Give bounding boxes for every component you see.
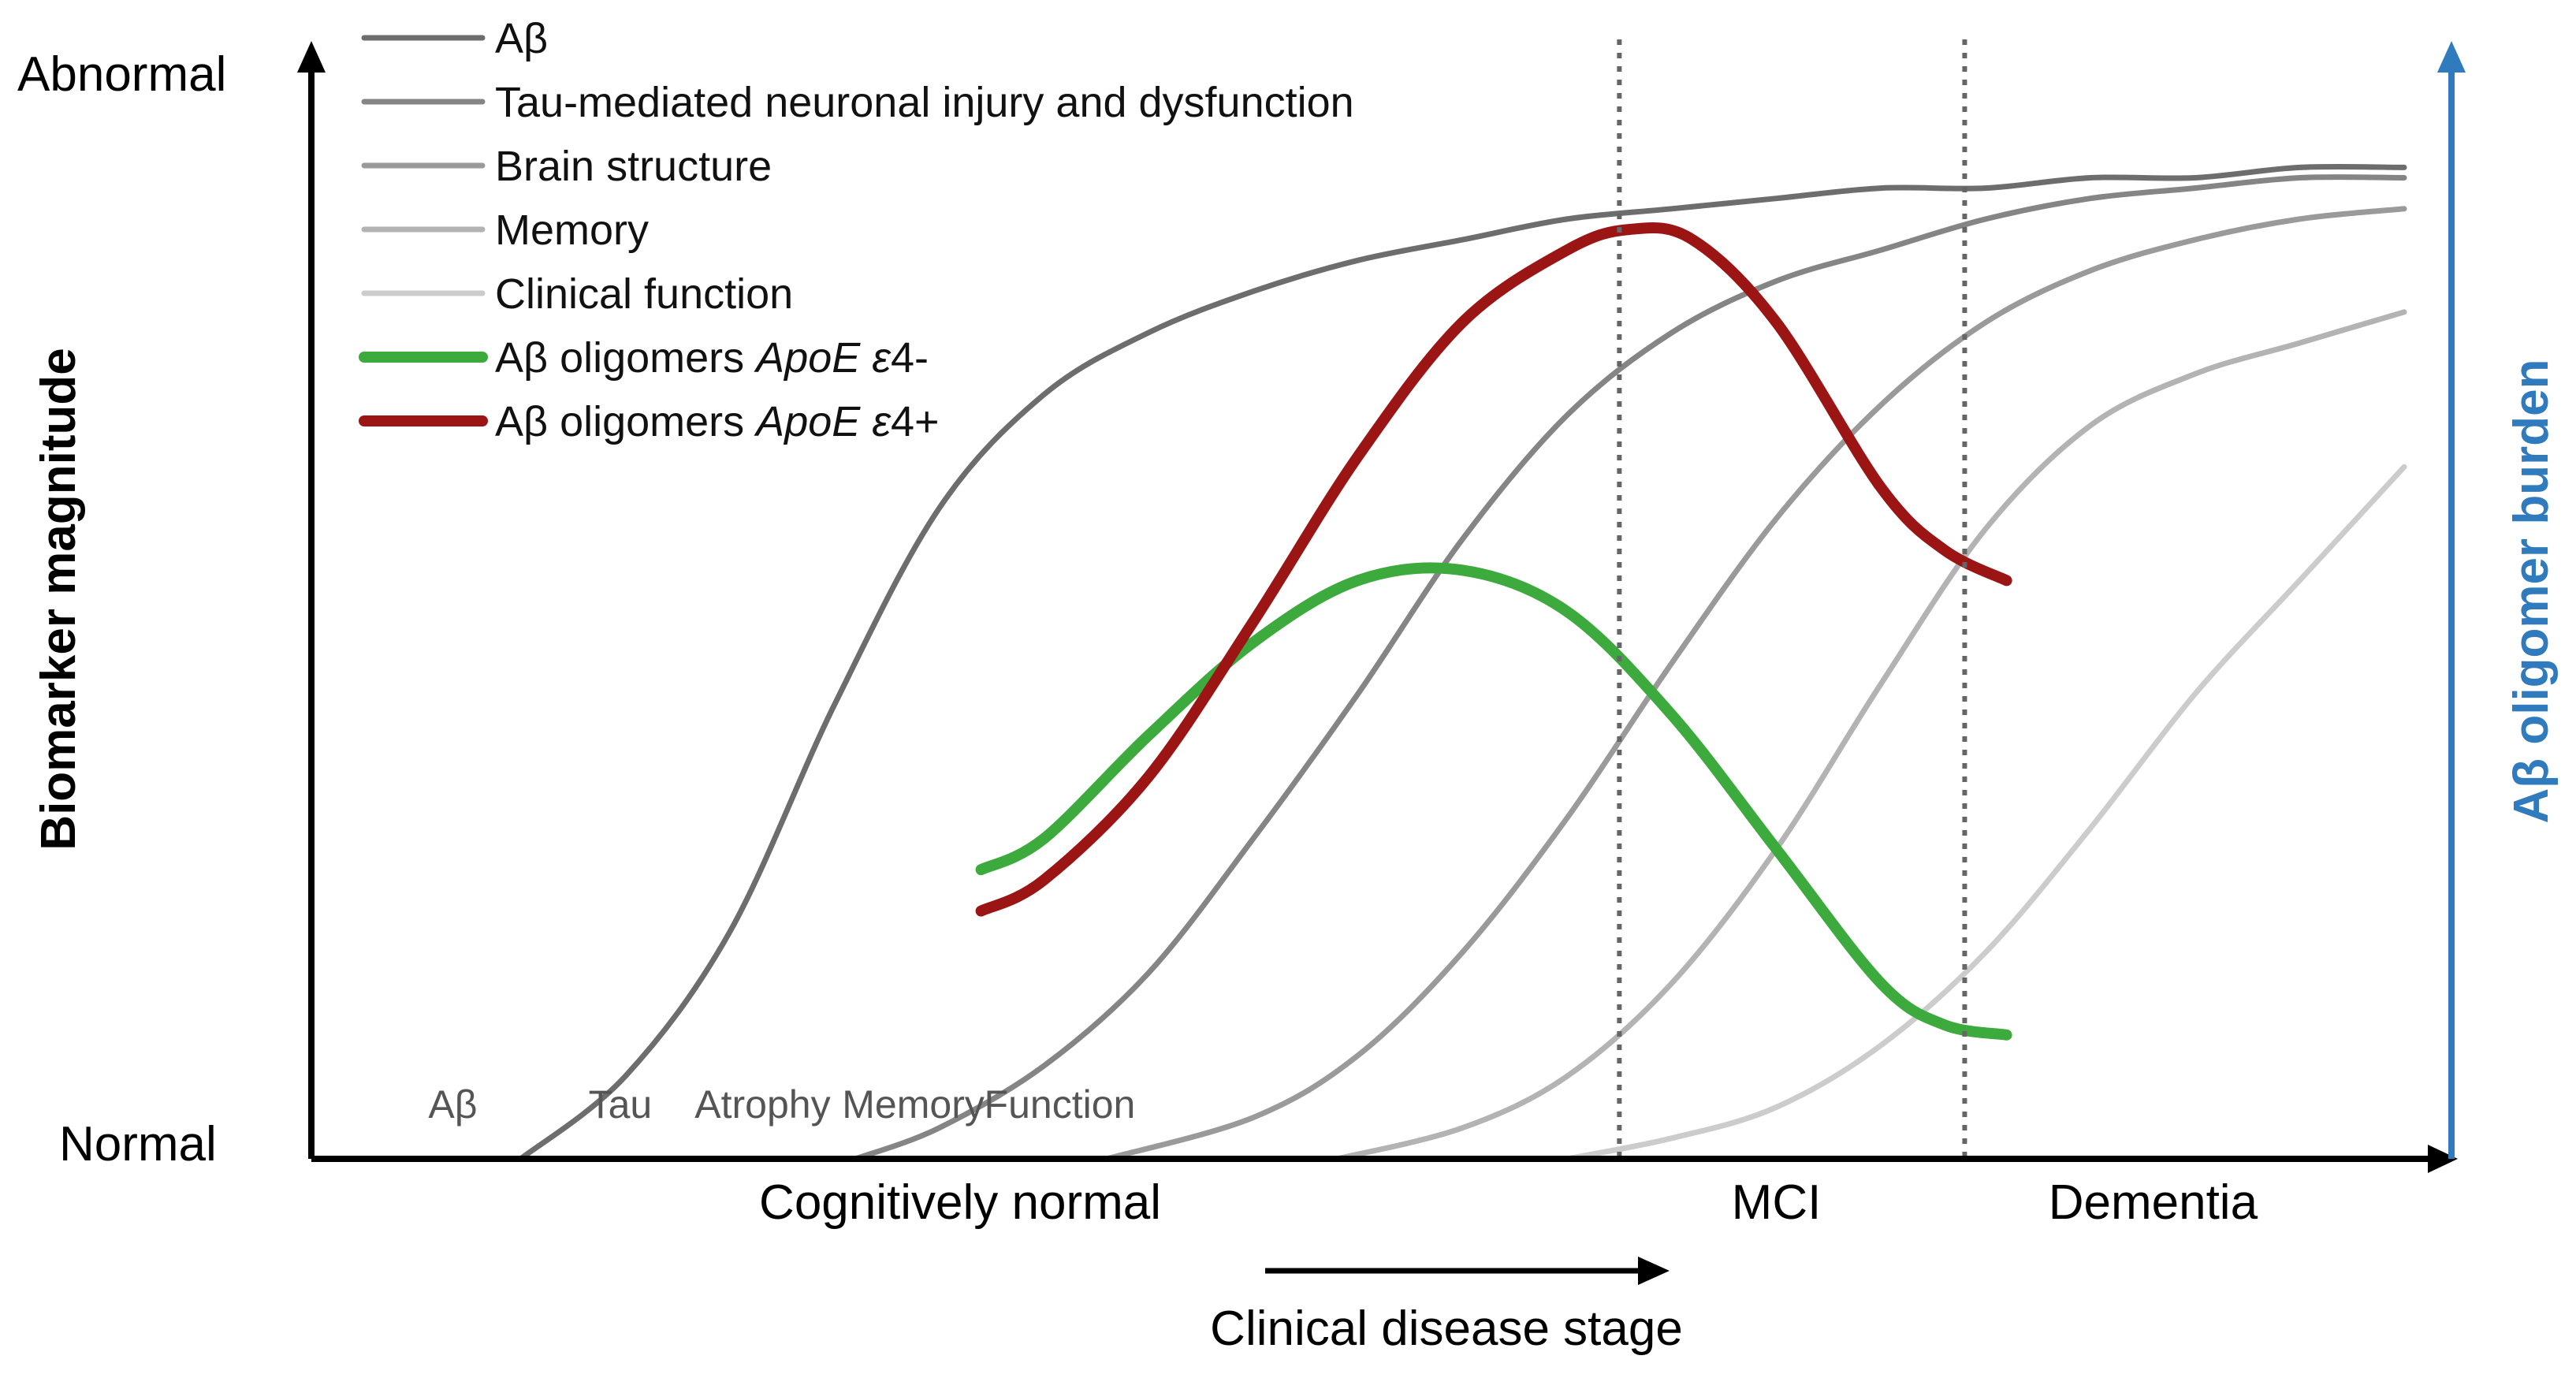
series-line-3 <box>1334 309 2407 1162</box>
marker-label: Aβ <box>428 1082 477 1127</box>
series-line-4 <box>1564 464 2407 1162</box>
legend-entry: Brain structure <box>495 143 772 190</box>
legend: Aβ Tau-mediated neuronal injury and dysfu… <box>359 15 1354 445</box>
legend-entry: Aβ <box>495 15 548 62</box>
y-axis-title: Biomarker magnitude <box>32 348 86 850</box>
x-axis-arrowhead <box>2428 1145 2458 1173</box>
legend-entry: Aβ oligomers ApoE ε4+ <box>495 398 940 445</box>
stage-label: Cognitively normal <box>759 1175 1161 1230</box>
stage-label: MCI <box>1732 1175 1822 1230</box>
series-line-6 <box>975 222 2012 917</box>
legend-entry: Memory <box>495 207 649 254</box>
x-title-arrowhead <box>1638 1257 1670 1285</box>
marker-label: Tau <box>589 1082 653 1127</box>
series-line-5 <box>975 562 2012 1041</box>
baseline-markers: Aβ Tau Atrophy Memory Function <box>428 1082 1135 1127</box>
series-line-1 <box>852 174 2407 1162</box>
y-top-label: Abnormal <box>17 47 226 102</box>
marker-label: Function <box>985 1082 1136 1127</box>
series-line-0 <box>518 163 2407 1162</box>
marker-label: Atrophy <box>694 1082 830 1127</box>
marker-label: Memory <box>842 1082 985 1127</box>
legend-entry: Tau-mediated neuronal injury and dysfunc… <box>495 79 1354 126</box>
legend-entry: Clinical function <box>495 270 793 318</box>
stage-labels: Cognitively normal MCI Dementia <box>759 1175 2258 1230</box>
y-axis-arrowhead <box>297 41 326 73</box>
y2-axis-title: Aβ oligomer burden <box>2504 359 2559 824</box>
x-axis-title: Clinical disease stage <box>1210 1302 1683 1356</box>
curves-layer <box>518 163 2407 1162</box>
stage-label: Dementia <box>2049 1175 2258 1230</box>
legend-entry: Aβ oligomers ApoE ε4- <box>495 334 929 382</box>
y2-axis-arrowhead <box>2437 41 2466 73</box>
series-line-2 <box>1104 206 2407 1162</box>
y-bottom-label: Normal <box>59 1117 217 1171</box>
